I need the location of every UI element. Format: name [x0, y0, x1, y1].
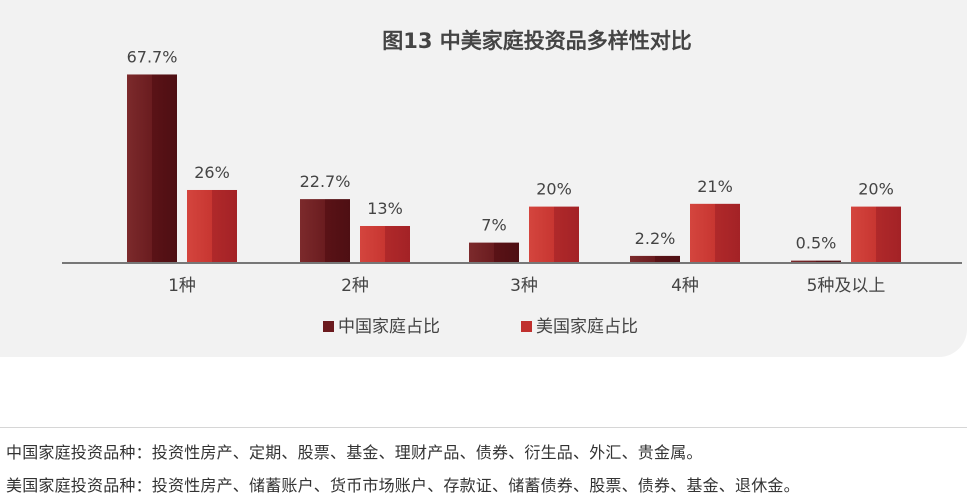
bar-china	[469, 242, 519, 262]
data-label-usa: 21%	[697, 177, 733, 196]
bar-usa	[187, 189, 237, 262]
bar-china	[630, 255, 680, 262]
x-tick-label: 4种	[671, 276, 699, 296]
chart-title: 图13 中美家庭投资品多样性对比	[382, 29, 692, 53]
legend-swatch-china	[323, 321, 334, 332]
note-china: 中国家庭投资品种：投资性房产、定期、股票、基金、理财产品、债券、衍生品、外汇、贵…	[6, 443, 703, 462]
data-label-china: 22.7%	[300, 172, 351, 191]
note-usa: 美国家庭投资品种：投资性房产、储蓄账户、货币市场账户、存款证、储蓄债券、股票、债…	[6, 476, 800, 495]
legend-swatch-usa	[521, 321, 532, 332]
data-label-usa: 20%	[536, 180, 572, 199]
data-label-china: 7%	[481, 216, 506, 235]
legend-label-china: 中国家庭占比	[338, 317, 440, 337]
bar-china	[791, 260, 841, 262]
notes-divider	[0, 427, 967, 428]
x-tick-labels: 1种 2种 3种 4种 5种及以上	[168, 276, 885, 296]
x-tick-label: 3种	[510, 276, 538, 296]
data-label-china: 0.5%	[796, 234, 837, 253]
bar-china	[127, 74, 177, 262]
bar-usa	[690, 203, 740, 262]
data-label-china: 2.2%	[635, 229, 676, 248]
x-tick-label: 1种	[168, 276, 196, 296]
bars-group: 67.7% 26% 22.7% 13% 7% 20% 2.2% 21% 0.5% 20%	[127, 47, 901, 262]
x-tick-label: 2种	[341, 276, 369, 296]
bar-usa	[529, 206, 579, 262]
data-label-china: 67.7%	[127, 47, 178, 66]
data-label-usa: 13%	[367, 199, 403, 218]
legend: 中国家庭占比 美国家庭占比	[323, 317, 638, 337]
x-tick-label: 5种及以上	[807, 276, 886, 296]
bar-china	[300, 199, 350, 262]
data-label-usa: 26%	[194, 163, 230, 182]
bar-chart: 图13 中美家庭投资品多样性对比 67.7% 26% 22.7% 13% 7% 20% 2.…	[62, 29, 962, 337]
bar-usa	[360, 225, 410, 262]
data-label-usa: 20%	[858, 180, 894, 199]
legend-label-usa: 美国家庭占比	[536, 317, 638, 337]
bar-usa	[851, 206, 901, 262]
